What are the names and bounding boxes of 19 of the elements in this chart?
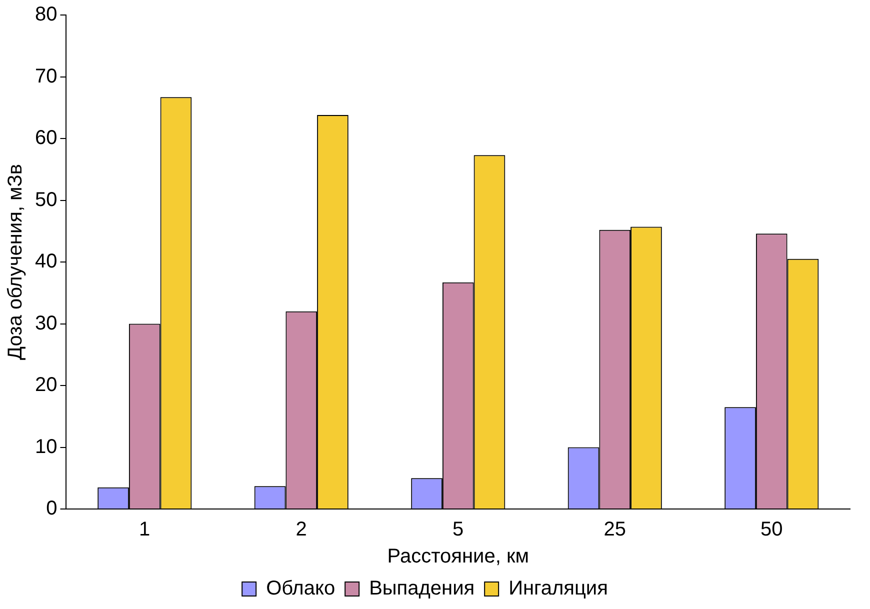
x-tick-label: 50 [760, 518, 783, 541]
legend-label: Облако [266, 578, 336, 600]
y-tick-label: 80 [34, 4, 58, 26]
legend-label: Выпадения [369, 578, 475, 600]
x-tick-label: 1 [139, 518, 150, 541]
y-tick-label: 10 [34, 436, 58, 458]
x-tick-label: 25 [604, 518, 626, 541]
legend-label: Ингаляция [508, 578, 608, 600]
x-tick-label: 5 [452, 518, 464, 541]
y-tick-label: 50 [34, 188, 58, 211]
y-tick-label: 70 [34, 65, 58, 88]
x-axis-title: Расстояние, км [387, 546, 529, 568]
y-tick-label: 20 [34, 374, 58, 396]
x-tick-label: 2 [296, 518, 307, 541]
y-tick-label: 60 [34, 127, 58, 150]
y-tick-label: 40 [34, 250, 58, 273]
y-tick-label: 0 [46, 498, 58, 520]
y-tick-label: 30 [34, 312, 58, 334]
y-axis-title: Доза облучения, мЗв [4, 164, 27, 360]
